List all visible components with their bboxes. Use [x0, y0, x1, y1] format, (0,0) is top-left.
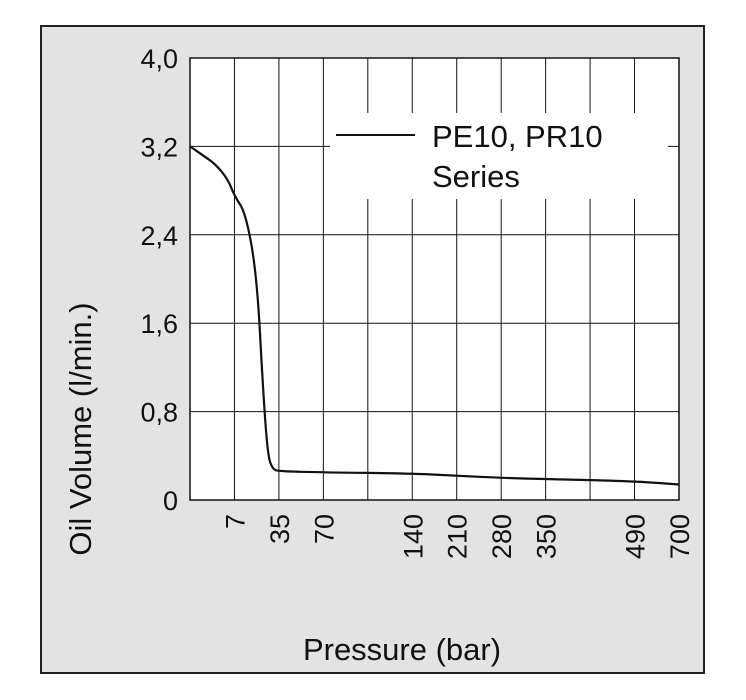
- x-tick-label: 350: [532, 514, 562, 559]
- x-tick-label: 280: [487, 514, 517, 559]
- legend-label-line2: Series: [432, 159, 520, 194]
- y-tick-label: 3,2: [140, 132, 178, 162]
- y-tick-label: 4,0: [140, 44, 178, 74]
- plot-border: [189, 57, 680, 501]
- oil-volume-chart: PE10, PR10 Series 0 0,8 1,6 2,4 3,2 4,0 7 35 70…: [63, 44, 695, 667]
- y-tick-label: 1,6: [140, 309, 178, 339]
- y-tick-label: 2,4: [140, 221, 178, 251]
- legend-background: [330, 113, 668, 199]
- x-tick-label: 70: [309, 514, 339, 544]
- y-tick-labels: 0 0,8 1,6 2,4 3,2 4,0: [140, 44, 178, 516]
- legend-label-line1: PE10, PR10: [432, 119, 603, 154]
- chart-frame: PE10, PR10 Series 0 0,8 1,6 2,4 3,2 4,0 7 35 70…: [40, 25, 705, 674]
- x-tick-labels: 7 35 70 140 210 280 350 490 700: [220, 514, 695, 559]
- x-tick-label: 490: [621, 514, 651, 559]
- y-tick-label: 0,8: [140, 398, 178, 428]
- x-tick-label: 7: [220, 514, 250, 529]
- x-tick-label: 700: [665, 514, 695, 559]
- x-axis-title: Pressure (bar): [303, 632, 501, 667]
- x-tick-label: 140: [398, 514, 428, 559]
- y-tick-label: 0: [163, 486, 178, 516]
- series-line-pe10-pr10: [189, 145, 680, 486]
- x-tick-label: 210: [443, 514, 473, 559]
- x-tick-label: 35: [265, 514, 295, 544]
- y-axis-title: Oil Volume (l/min.): [63, 302, 98, 555]
